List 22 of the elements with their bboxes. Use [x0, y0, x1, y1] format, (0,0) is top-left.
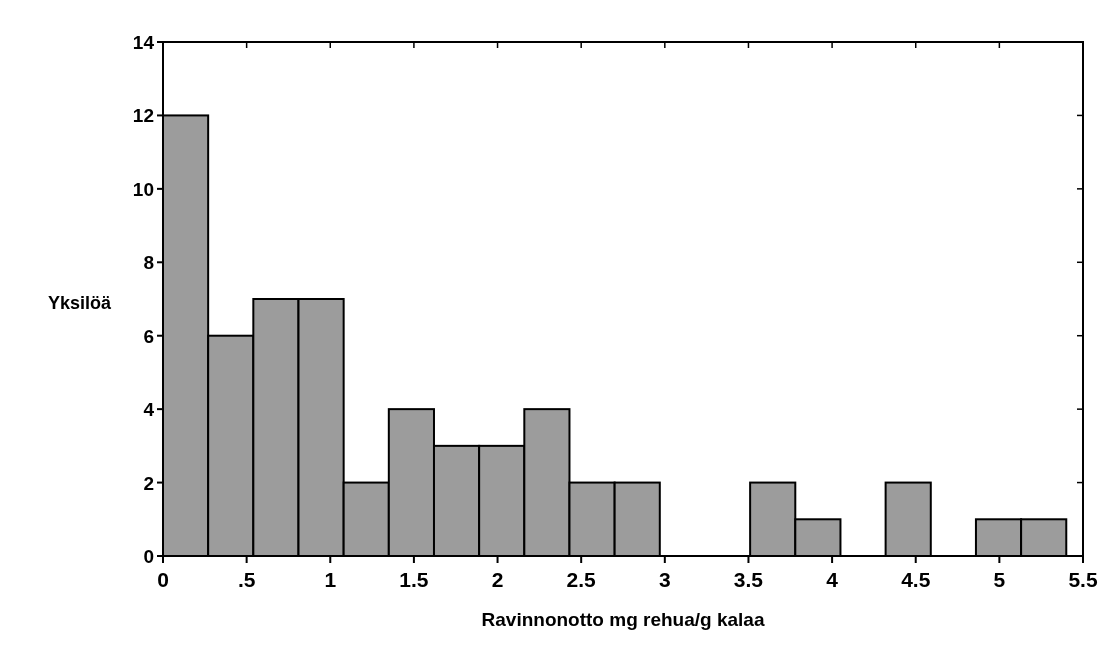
x-tick-label: 2 — [491, 568, 504, 591]
x-tick-label: 4 — [826, 568, 839, 591]
y-tick-label: 14 — [132, 32, 155, 53]
x-tick-label: .5 — [237, 568, 256, 591]
x-tick-label: 3.5 — [733, 568, 764, 591]
y-tick-label: 2 — [143, 472, 154, 494]
y-tick-label: 8 — [143, 252, 154, 274]
y-axis-title: Yksilöä — [48, 293, 113, 313]
x-tick-label: 2.5 — [566, 568, 597, 591]
y-tick-label: 4 — [143, 399, 155, 421]
y-tick-label: 6 — [143, 325, 154, 347]
x-tick-label: 4.5 — [901, 568, 931, 591]
x-tick-label: 5 — [993, 568, 1006, 591]
x-tick-label: 1.5 — [399, 568, 429, 591]
x-axis-title: Ravinnonotto mg rehua/g kalaa — [481, 609, 765, 630]
y-tick-label: 12 — [132, 105, 154, 127]
y-tick-label: 10 — [132, 178, 154, 200]
x-tick-label: 0 — [157, 568, 169, 591]
x-tick-label: 1 — [324, 568, 337, 591]
x-tick-label: 5.5 — [1068, 568, 1098, 591]
x-tick-label: 3 — [658, 568, 671, 591]
y-tick-label: 0 — [143, 546, 154, 567]
